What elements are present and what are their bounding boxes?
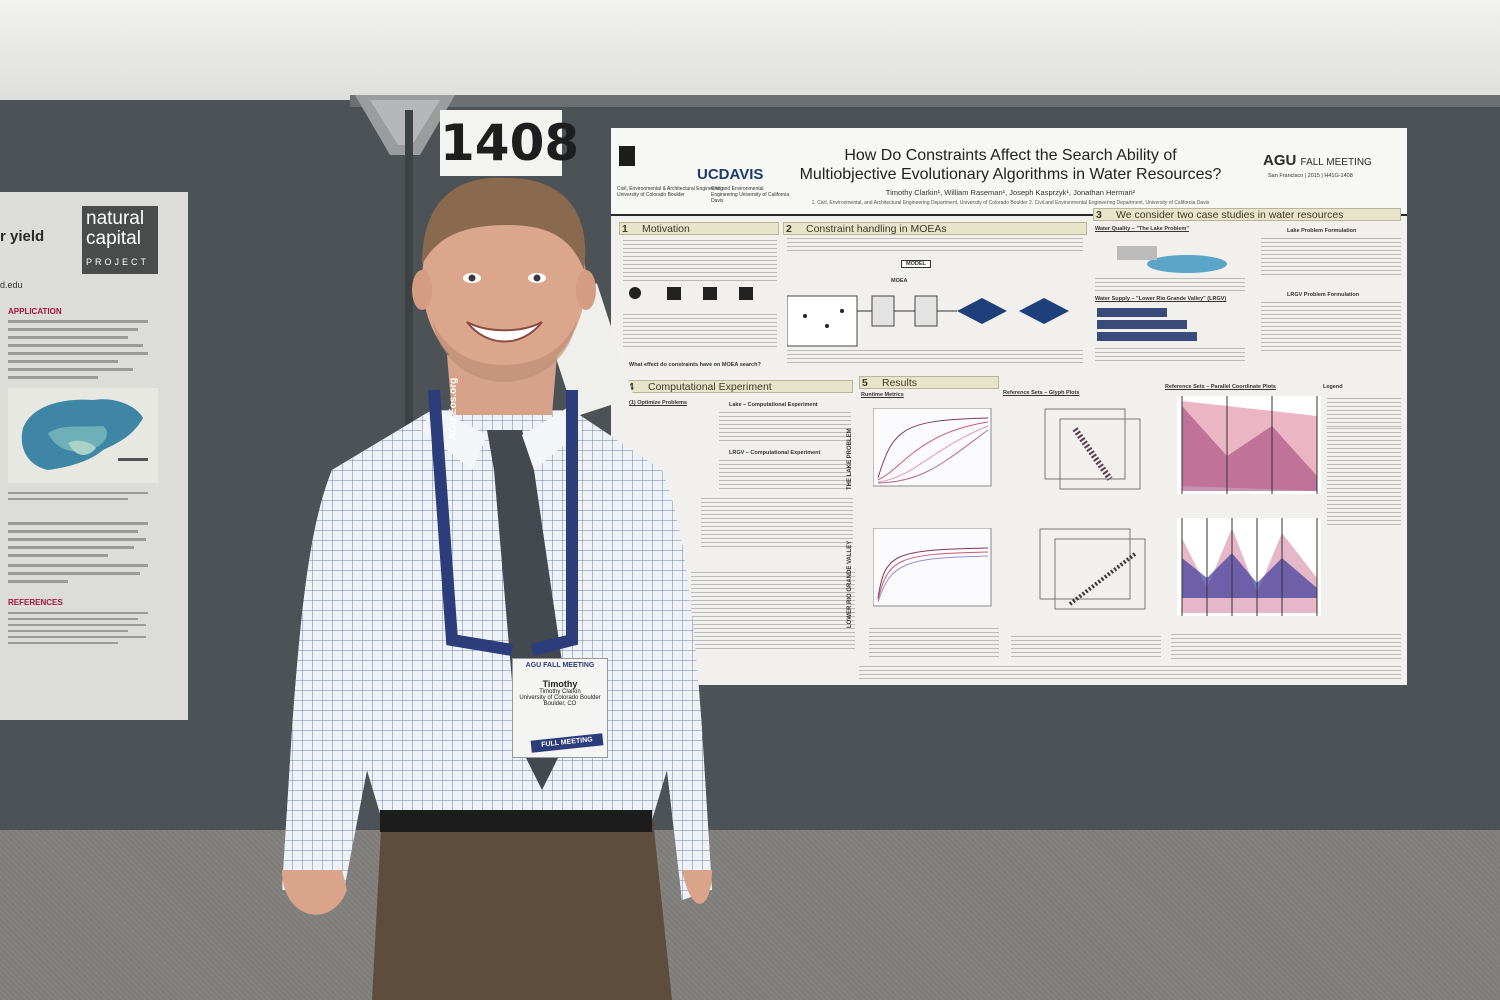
lrgv-diagram	[1097, 308, 1197, 341]
badge-org: University of Colorado Boulder	[519, 695, 601, 701]
section-title: Motivation	[642, 223, 690, 235]
glyph-caption	[1011, 636, 1161, 660]
motivation-text	[623, 240, 777, 282]
experiment-caption	[701, 498, 853, 550]
acknowledgements	[859, 666, 1401, 680]
water-supply-label: Water Supply – "Lower Rio Grande Valley"…	[1095, 296, 1227, 302]
natural-capital-logo: natural capital PROJECT	[82, 206, 158, 274]
carpet-floor	[0, 830, 1500, 1000]
motivation-text-2	[623, 314, 777, 350]
agu-sub: San Francisco | 2015 | H41G-1408	[1268, 173, 1353, 179]
lake-problem-vertical: THE LAKE PROBLEM	[847, 428, 853, 490]
parallel-plot-lrgv	[1177, 518, 1321, 616]
challenge-icons	[629, 287, 753, 300]
agu-meeting: FALL MEETING	[1300, 157, 1372, 168]
glyph-plot-lake	[1044, 408, 1141, 490]
main-poster: Civil, Environmental & Architectural Eng…	[611, 128, 1407, 685]
poster-title: How Do Constraints Affect the Search Abi…	[783, 146, 1238, 184]
left-poster-section: APPLICATION	[8, 307, 62, 316]
watershed-map	[8, 388, 158, 483]
left-poster-url: d.edu	[0, 280, 23, 290]
poster-authors: Timothy Clarkin¹, William Raseman¹, Jose…	[885, 188, 1136, 197]
section-constraints: 2 Constraint handling in MOEAs	[783, 222, 1087, 235]
section-number: 5	[862, 377, 868, 389]
lake-experiment: Lake – Computational Experiment	[729, 402, 818, 408]
lrgv-formulation-text	[1261, 302, 1401, 352]
badge-first-name: Timothy	[542, 679, 578, 689]
section-case-studies: 3 We consider two case studies in water …	[1093, 208, 1401, 221]
legend-text	[1327, 398, 1401, 428]
lrgv-note	[1327, 428, 1401, 528]
ucdavis-logo: UCDAVIS	[697, 166, 764, 183]
runtime-plot-lake	[873, 408, 992, 487]
lake-caption	[1095, 278, 1245, 294]
poster-title-line2: Multiobjective Evolutionary Algorithms i…	[799, 166, 1222, 183]
section-number: 2	[786, 223, 792, 235]
left-poster-references: REFERENCES	[8, 598, 63, 607]
left-poster: r yield natural capital PROJECT d.edu AP…	[0, 192, 188, 720]
section-number: 1	[622, 223, 628, 235]
lrgv-formulation: LRGV Problem Formulation	[1287, 292, 1360, 298]
booth-number: 1408	[440, 110, 579, 176]
lrgv-caption	[1095, 348, 1245, 362]
water-quality-label: Water Quality – "The Lake Problem"	[1095, 226, 1189, 232]
board-frame	[350, 95, 1500, 107]
glyph-plots-label: Reference Sets – Glyph Plots	[1003, 390, 1080, 396]
moea-box: MOEA	[891, 278, 908, 284]
lanyard-print: AGU Eos.org	[448, 377, 459, 440]
name-badge: AGU FALL MEETING Timothy Timothy Clarkin…	[512, 658, 608, 758]
section-results: 5 Results	[859, 376, 999, 389]
badge-city: Boulder, CO	[543, 701, 577, 707]
badge-ribbon: FULL MEETING	[530, 733, 604, 753]
lrgv-experiment-text	[719, 460, 851, 490]
poster-header	[611, 128, 1407, 216]
moea-diagram	[787, 295, 1069, 347]
lrgv-vertical: LOWER RIO GRANDE VALLEY	[847, 540, 853, 628]
lake-formulation: Lake Problem Formulation	[1287, 228, 1357, 234]
lrgv-experiment: LRGV – Computational Experiment	[729, 450, 821, 456]
poster-title-line1: How Do Constraints Affect the Search Abi…	[844, 147, 1177, 164]
logo-line3: PROJECT	[86, 257, 150, 267]
runtime-metrics-label: Runtime Metrics	[861, 392, 904, 398]
model-box: MODEL	[901, 260, 931, 268]
parallel-caption	[1171, 634, 1401, 660]
badge-full-name: Timothy Clarkin	[539, 689, 581, 695]
constraints-text	[787, 238, 1083, 254]
section-title: Computational Experiment	[648, 381, 772, 393]
left-poster-title: r yield	[0, 228, 45, 245]
institution1: Civil, Environmental & Architectural Eng…	[617, 186, 723, 198]
cu-boulder-logo	[619, 146, 635, 166]
section-motivation: 1 Motivation	[619, 222, 779, 235]
agu-logo: AGU FALL MEETING	[1263, 152, 1372, 169]
conclusion-text	[691, 572, 855, 652]
constraints-caption	[787, 350, 1083, 364]
badge-event: AGU FALL MEETING	[525, 662, 595, 669]
lake-illustration	[1117, 246, 1227, 273]
parallel-plots-label: Reference Sets – Parallel Coordinate Plo…	[1165, 384, 1276, 390]
logo-line2: capital	[86, 228, 141, 249]
section-title: Constraint handling in MOEAs	[806, 223, 947, 235]
runtime-plot-lrgv	[873, 528, 992, 607]
poster-affiliations: 1. Civil, Environmental, and Architectur…	[811, 200, 1210, 206]
presenter-photo	[282, 177, 712, 1000]
parallel-plot-lake	[1177, 396, 1321, 494]
section-title: We consider two case studies in water re…	[1116, 209, 1344, 221]
runtime-caption	[869, 628, 999, 658]
institution2: Civil and Environmental Engineering Univ…	[711, 186, 790, 204]
motivation-question: What effect do constraints have on MOEA …	[629, 362, 761, 368]
optimize-label: (1) Optimize Problems	[629, 400, 688, 406]
section-title: Results	[882, 377, 918, 389]
lake-formulation-text	[1261, 238, 1401, 278]
lake-experiment-text	[719, 412, 851, 442]
ceiling	[0, 0, 1500, 110]
legend-label: Legend	[1323, 384, 1343, 390]
section-number: 3	[1096, 209, 1102, 221]
agu-mark: AGU	[1263, 152, 1297, 169]
logo-line1: natural	[86, 208, 145, 229]
glyph-plot-lrgv	[1039, 528, 1146, 610]
